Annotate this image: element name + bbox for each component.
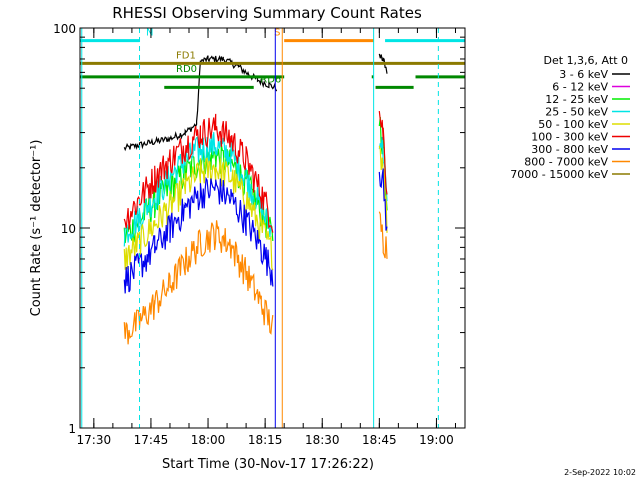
legend-label-25-50-kev: 25 - 50 keV xyxy=(545,106,608,119)
flag-rd0-label: RD0 xyxy=(176,64,197,75)
x-axis-label: Start Time (30-Nov-17 17:26:22) xyxy=(162,457,374,472)
flag-n-label: N xyxy=(146,28,153,39)
legend-label-6-12-kev: 6 - 12 keV xyxy=(552,81,608,94)
x-tick-label-17-30: 17:30 xyxy=(77,433,112,447)
legend-label-7000-15000-kev: 7000 - 15000 keV xyxy=(510,168,608,181)
y-axis-label: Count Rate (s⁻¹ detector⁻¹) xyxy=(29,140,44,317)
legend-label-12-25-kev: 12 - 25 keV xyxy=(545,93,608,106)
series-100-300-kev xyxy=(123,111,388,233)
legend-label-50-100-kev: 50 - 100 keV xyxy=(538,118,608,131)
x-tick-label-18-30: 18:30 xyxy=(305,433,340,447)
y-tick-label-10: 10 xyxy=(61,222,76,236)
series-800-7000-kev xyxy=(123,211,388,345)
y-tick-label-1: 1 xyxy=(68,422,76,436)
x-tick-label-18-45: 18:45 xyxy=(362,433,397,447)
legend-label-100-300-kev: 100 - 300 keV xyxy=(531,131,608,144)
legend-label-3-6-kev: 3 - 6 keV xyxy=(559,68,608,81)
legend-label-300-800-kev: 300 - 800 keV xyxy=(531,143,608,156)
chart-title: RHESSI Observing Summary Count Rates xyxy=(112,4,422,22)
x-tick-label-18-15: 18:15 xyxy=(248,433,283,447)
x-tick-label-17-45: 17:45 xyxy=(134,433,169,447)
y-tick-label-100: 100 xyxy=(53,22,76,36)
flags-layer: N S FD1 RD0 RD6 xyxy=(80,28,465,89)
series-3-6-kev xyxy=(123,53,388,152)
series-layer xyxy=(123,53,388,345)
series-300-800-kev xyxy=(123,168,388,294)
x-tick-label-18-00: 18:00 xyxy=(191,433,226,447)
footer-date: 2-Sep-2022 10:02 xyxy=(564,468,636,477)
flag-s-label: S xyxy=(274,28,280,39)
flag-rd6-label: RD6 xyxy=(260,74,281,85)
legend-title: Det 1,3,6, Att 0 xyxy=(544,54,628,67)
flag-fd1-label: FD1 xyxy=(176,50,196,61)
axes-layer: 17:30 17:45 18:00 18:15 18:30 18:45 19:00 1 10 10… xyxy=(53,22,466,447)
legend-label-800-7000-kev: 800 - 7000 keV xyxy=(524,156,608,169)
x-tick-label-19-00: 19:00 xyxy=(419,433,454,447)
